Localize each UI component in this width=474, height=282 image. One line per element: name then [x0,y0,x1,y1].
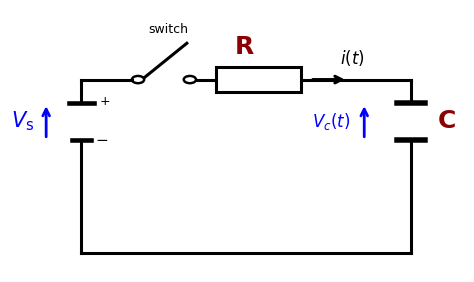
Text: −: − [95,133,108,149]
Text: +: + [99,95,110,108]
Bar [216,67,301,92]
Text: $V_c(t)$: $V_c(t)$ [312,111,350,132]
Text: $i(t)$: $i(t)$ [340,49,365,69]
Text: R: R [235,35,254,59]
Text: switch: switch [149,23,189,36]
Text: C: C [438,109,456,133]
Text: $V_{\rm s}$: $V_{\rm s}$ [11,110,34,133]
